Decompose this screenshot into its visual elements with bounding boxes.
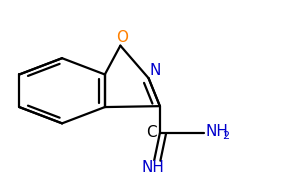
Text: C: C <box>146 125 156 140</box>
Text: NH: NH <box>141 160 164 175</box>
Text: 2: 2 <box>222 132 229 142</box>
Text: O: O <box>116 30 128 45</box>
Text: N: N <box>150 63 161 78</box>
Text: NH: NH <box>205 124 228 139</box>
